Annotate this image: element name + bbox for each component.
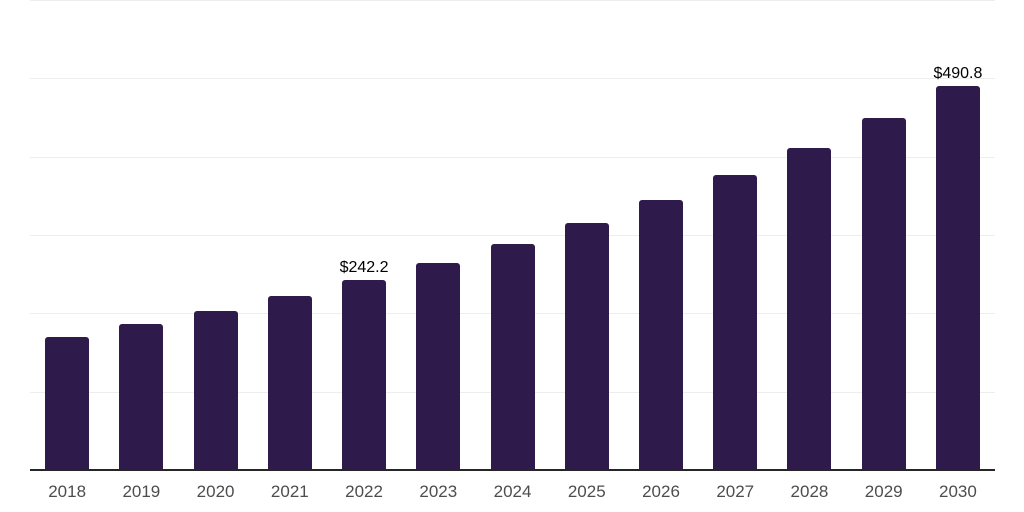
bar-slot-2030: $490.8 <box>921 0 995 470</box>
bar-slot-2028 <box>772 0 846 470</box>
bar-value-label-2022: $242.2 <box>339 259 389 277</box>
x-tick-label-2024: 2024 <box>493 482 532 501</box>
bar-slot-2018 <box>30 0 104 470</box>
gridline-400 <box>30 156 995 158</box>
bar-slot-2029 <box>847 0 921 470</box>
x-axis-labels: 2018 2019 2020 2021 2022 2023 2024 2025 2026 2027… <box>30 483 995 500</box>
bar-slot-2021 <box>253 0 327 470</box>
bar-2027 <box>713 175 758 470</box>
x-tick-label-2025: 2025 <box>567 482 606 501</box>
bar-slot-2023 <box>401 0 475 470</box>
x-tick-label-2020: 2020 <box>196 482 235 501</box>
bar-2021 <box>267 296 312 470</box>
bar-2028 <box>787 147 832 470</box>
bar-2018 <box>45 336 90 470</box>
bar-slot-2019 <box>104 0 178 470</box>
x-tick-label-2018: 2018 <box>48 482 87 501</box>
bar-2025 <box>564 222 609 470</box>
bar-slot-2025 <box>550 0 624 470</box>
bar-slot-2020 <box>178 0 252 470</box>
bar-2023 <box>416 262 461 470</box>
x-tick-label-2026: 2026 <box>642 482 680 501</box>
gridline-600 <box>30 0 995 1</box>
x-tick-label-2021: 2021 <box>270 482 309 501</box>
bars-container: $242.2 $490.8 <box>30 0 995 470</box>
x-tick-label-2022: 2022 <box>345 482 383 501</box>
bar-2029 <box>861 118 906 470</box>
bar-value-label-2030: $490.8 <box>933 64 983 82</box>
gridline-300 <box>30 235 995 236</box>
x-tick-label-2028: 2028 <box>790 482 829 501</box>
bar-2030: $490.8 <box>933 65 982 470</box>
bar-slot-2027 <box>698 0 772 470</box>
bar-2022: $242.2 <box>340 260 389 470</box>
bar-slot-2026 <box>624 0 698 470</box>
bar-2019 <box>119 324 164 470</box>
bar-2024 <box>490 243 535 470</box>
x-tick-label-2027: 2027 <box>716 482 755 501</box>
bar-slot-2022: $242.2 <box>327 0 401 470</box>
x-tick-label-2030: 2030 <box>939 482 977 501</box>
gridline-500 <box>30 78 995 80</box>
bar-slot-2024 <box>475 0 549 470</box>
x-axis-line <box>30 469 995 471</box>
x-tick-label-2019: 2019 <box>122 482 161 501</box>
x-tick-label-2023: 2023 <box>419 482 458 501</box>
x-tick-label-2029: 2029 <box>864 482 903 501</box>
plot-area: $242.2 $490.8 <box>30 0 995 471</box>
bar-2026 <box>638 199 683 470</box>
bar-2020 <box>193 310 238 470</box>
